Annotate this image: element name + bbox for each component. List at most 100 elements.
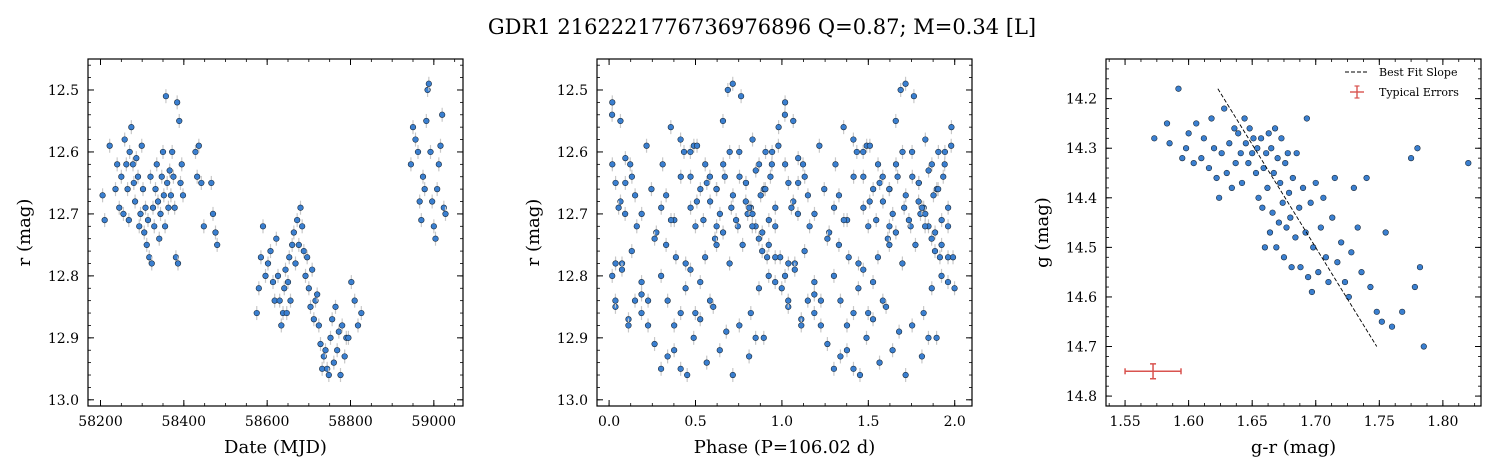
data-point [1263,150,1270,157]
data-point [195,142,202,149]
data-point [767,173,774,180]
data-point [1218,150,1225,157]
data-point [801,247,808,255]
data-point [1269,209,1276,216]
data-point [329,316,336,323]
data-point [693,198,700,205]
data-point [746,353,753,360]
data-point [1285,189,1293,196]
data-point [1292,234,1299,241]
data-point [781,272,789,279]
data-point [1305,274,1312,281]
data-point [892,161,900,168]
data-point [1465,160,1472,167]
data-point [922,210,929,218]
data-point [1315,269,1322,276]
data-point [1279,199,1286,206]
data-point [437,142,444,149]
data-point [1280,254,1288,261]
data-point [729,80,736,87]
data-point [876,359,883,366]
data-point [124,186,131,193]
data-point [1270,169,1277,177]
data-point [299,223,306,230]
data-point [687,148,694,156]
data-point [407,161,415,168]
data-point [351,297,358,304]
data-point [1354,224,1361,231]
data-point [169,148,176,156]
data-point [925,334,932,341]
data-point [726,148,733,156]
data-point [799,161,807,168]
data-point [886,223,893,230]
data-point [680,148,688,156]
data-point [749,136,756,143]
data-point [1226,140,1233,147]
data-point [837,353,844,360]
data-point [896,328,903,335]
data-point [1407,155,1415,162]
data-point [348,278,355,286]
data-point [430,223,437,230]
data-point [638,210,645,218]
y-tick-label: 14.3 [1066,141,1097,157]
y-tick-label: 14.5 [1066,240,1097,256]
data-point [427,148,434,156]
data-point [262,272,269,279]
data-point [1252,169,1260,177]
data-point [811,278,818,286]
data-point [141,229,148,236]
data-point [909,173,916,180]
data-point [1317,224,1324,231]
data-point [209,210,217,218]
data-point [287,297,294,304]
data-point [778,285,785,292]
x-tick-label: 1.65 [1237,414,1268,430]
data-point [322,347,329,354]
data-point [1266,229,1274,236]
data-point [944,278,952,286]
x-tick-label: 1.60 [1173,414,1204,430]
data-point [1232,160,1239,167]
data-point [1283,224,1290,231]
data-point [1297,264,1304,271]
data-point [608,111,616,118]
data-point [1329,214,1336,221]
data-point [824,235,831,242]
data-point [1259,204,1266,211]
data-point [622,155,629,162]
data-point [1268,145,1275,152]
data-point [663,192,670,199]
data-point [768,161,775,168]
data-point [1341,278,1349,286]
data-point [283,309,290,317]
data-point [912,241,919,248]
data-point [126,148,133,156]
data-point [830,365,838,372]
data-point [821,186,828,193]
data-point [358,309,365,317]
data-point [1275,219,1282,226]
data-point [1373,308,1380,315]
data-point [713,241,720,248]
data-point [1382,229,1389,236]
data-point [845,254,852,261]
x-tick-label: 58600 [245,414,290,430]
data-point [139,186,147,193]
data-point [692,309,699,317]
data-point [643,142,650,149]
data-point [136,223,143,230]
data-point [1325,278,1332,286]
data-point [889,347,896,354]
data-point [638,291,645,298]
data-point [876,179,883,187]
data-point [1237,150,1244,157]
data-point [334,347,341,354]
data-point [1274,155,1281,162]
data-point [764,254,771,261]
data-point [153,161,160,168]
data-point [1254,145,1261,152]
data-point [337,371,344,379]
data-point [269,278,277,286]
